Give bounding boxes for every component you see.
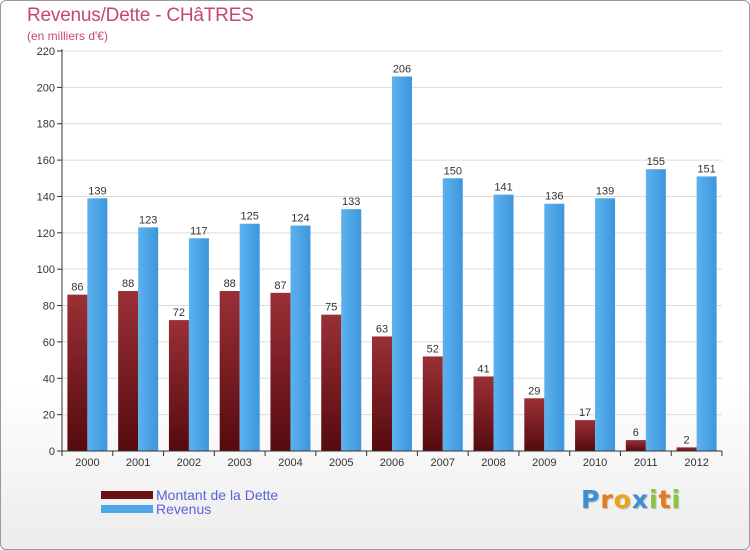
data-label-revenus: 139 <box>596 185 614 197</box>
data-label-dette: 75 <box>325 302 337 314</box>
y-tick-label: 20 <box>43 410 55 422</box>
y-tick-label: 140 <box>37 191 55 203</box>
legend-swatch-dette <box>101 491 153 499</box>
data-label-revenus: 155 <box>647 156 665 168</box>
logo-letter: t <box>658 485 672 514</box>
bar-revenus <box>239 223 260 451</box>
bar-dette <box>219 291 240 451</box>
bar-dette <box>473 376 494 451</box>
logo-letter: x <box>631 485 649 514</box>
data-label-revenus: 123 <box>139 214 157 226</box>
bar-dette <box>321 314 342 451</box>
bar-revenus <box>290 225 311 451</box>
bar-revenus <box>696 176 717 452</box>
chart-subtitle: (en milliers d'€) <box>27 29 108 43</box>
data-label-revenus: 136 <box>545 191 563 203</box>
data-label-dette: 29 <box>528 385 540 397</box>
bar-revenus <box>544 203 565 451</box>
bar-dette <box>524 398 545 451</box>
data-label-dette: 87 <box>274 280 286 292</box>
data-label-revenus: 117 <box>190 225 208 237</box>
bar-revenus <box>645 169 666 451</box>
bar-dette <box>67 294 88 451</box>
logo-letter: P <box>581 485 601 514</box>
data-label-dette: 63 <box>376 323 388 335</box>
bar-dette <box>625 440 646 451</box>
y-tick-label: 220 <box>37 46 55 58</box>
x-tick-label: 2003 <box>227 457 251 469</box>
x-tick-label: 2007 <box>431 457 455 469</box>
x-tick-label: 2004 <box>278 457 302 469</box>
bar-revenus <box>442 178 463 452</box>
data-label-revenus: 151 <box>697 163 715 175</box>
y-tick-label: 100 <box>37 264 55 276</box>
bar-revenus <box>493 194 514 452</box>
x-tick-label: 2005 <box>329 457 353 469</box>
data-label-revenus: 124 <box>291 213 309 225</box>
data-label-revenus: 206 <box>393 63 411 75</box>
x-tick-label: 2010 <box>583 457 607 469</box>
bar-dette <box>168 320 189 451</box>
data-label-revenus: 139 <box>88 185 106 197</box>
x-tick-label: 2002 <box>177 457 201 469</box>
legend-label-revenus: Revenus <box>156 501 212 517</box>
x-tick-label: 2011 <box>634 457 658 469</box>
x-tick-label: 2000 <box>75 457 99 469</box>
data-label-dette: 6 <box>633 427 639 439</box>
y-tick-label: 80 <box>43 301 55 313</box>
logo-letter: i <box>671 485 682 514</box>
bar-dette <box>118 291 139 451</box>
data-label-dette: 88 <box>224 278 236 290</box>
y-tick-label: 0 <box>49 446 55 458</box>
bar-revenus <box>87 198 108 451</box>
chart-title: Revenus/Dette - CHâTRES <box>27 5 254 26</box>
logo-letter: o <box>613 485 632 514</box>
data-label-dette: 41 <box>477 363 489 375</box>
x-tick-label: 2001 <box>126 457 150 469</box>
data-label-revenus: 141 <box>494 182 512 194</box>
x-tick-label: 2006 <box>380 457 404 469</box>
data-label-revenus: 133 <box>342 196 360 208</box>
logo-letter: r <box>600 485 614 514</box>
logo-letter: i <box>649 485 659 514</box>
y-tick-label: 180 <box>37 119 55 131</box>
bar-revenus <box>392 76 412 452</box>
bar-revenus <box>138 227 159 451</box>
data-label-dette: 88 <box>122 278 134 290</box>
bar-revenus <box>341 209 362 451</box>
bar-dette <box>676 447 697 451</box>
bar-dette <box>270 292 291 451</box>
bars: 86 139 88 123 72 117 88 125 87 124 75 133 63 206 52 150… <box>67 63 717 452</box>
legend-label-dette: Montant de la Dette <box>156 487 279 503</box>
y-tick-label: 120 <box>37 228 55 240</box>
proxiti-logo: Proxiti <box>581 485 681 514</box>
x-tick-label: 2008 <box>481 457 505 469</box>
y-tick-label: 60 <box>43 337 55 349</box>
data-label-dette: 17 <box>579 407 591 419</box>
axes: 0 20 40 60 80 100 120 140 160 180 200 220 2000 2001 20… <box>37 46 723 469</box>
bar-revenus <box>595 198 616 451</box>
data-label-revenus: 150 <box>444 165 462 177</box>
bar-dette <box>575 420 596 451</box>
y-tick-label: 200 <box>37 82 55 94</box>
y-tick-label: 40 <box>43 373 55 385</box>
bar-dette <box>422 356 443 451</box>
data-label-dette: 2 <box>684 434 690 446</box>
y-tick-label: 160 <box>37 155 55 167</box>
bar-dette <box>372 336 392 451</box>
legend-swatch-revenus <box>101 505 153 513</box>
data-label-dette: 86 <box>71 282 83 294</box>
data-label-dette: 52 <box>427 343 439 355</box>
x-tick-label: 2009 <box>532 457 556 469</box>
data-label-revenus: 125 <box>241 211 259 223</box>
x-tick-label: 2012 <box>684 457 708 469</box>
data-label-dette: 72 <box>173 307 185 319</box>
bar-revenus <box>188 238 209 451</box>
